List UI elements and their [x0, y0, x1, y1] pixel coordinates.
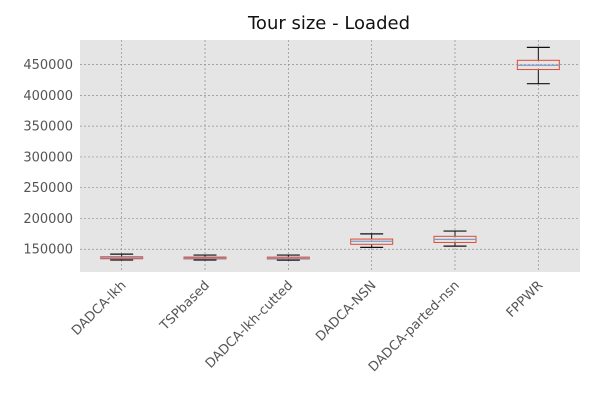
box-DADCA-lkh-cutted — [266, 254, 310, 261]
x-tick-label: DADCA-NSN — [313, 278, 379, 344]
y-tick-label: 300000 — [23, 150, 73, 165]
box-DADCA-parted-nsn — [433, 230, 477, 247]
boxes — [100, 46, 560, 261]
y-tick-label: 450000 — [23, 58, 73, 73]
y-axis: 150000 200000 250000 300000 350000 400000 4500… — [23, 58, 73, 258]
chart-title: Tour size - Loaded — [247, 13, 410, 34]
x-tick-label: DADCA-lkh — [69, 278, 129, 338]
box-DADCA-lkh — [100, 253, 144, 261]
x-tick-label: DADCA-lkh-cutted — [203, 278, 296, 371]
plot-background — [80, 40, 580, 272]
y-tick-label: 200000 — [23, 212, 73, 227]
box-TSPbased — [183, 254, 227, 261]
box-DADCA-NSN — [350, 233, 394, 248]
y-tick-label: 400000 — [23, 89, 73, 104]
box-FPPWR — [516, 46, 560, 85]
x-tick-label: DADCA-parted-nsn — [366, 278, 463, 375]
y-tick-label: 250000 — [23, 181, 73, 196]
plot-area — [80, 40, 580, 272]
x-tick-label: FPPWR — [504, 278, 546, 320]
y-tick-label: 150000 — [23, 243, 73, 258]
y-tick-label: 350000 — [23, 120, 73, 135]
x-tick-label: TSPbased — [157, 278, 213, 334]
